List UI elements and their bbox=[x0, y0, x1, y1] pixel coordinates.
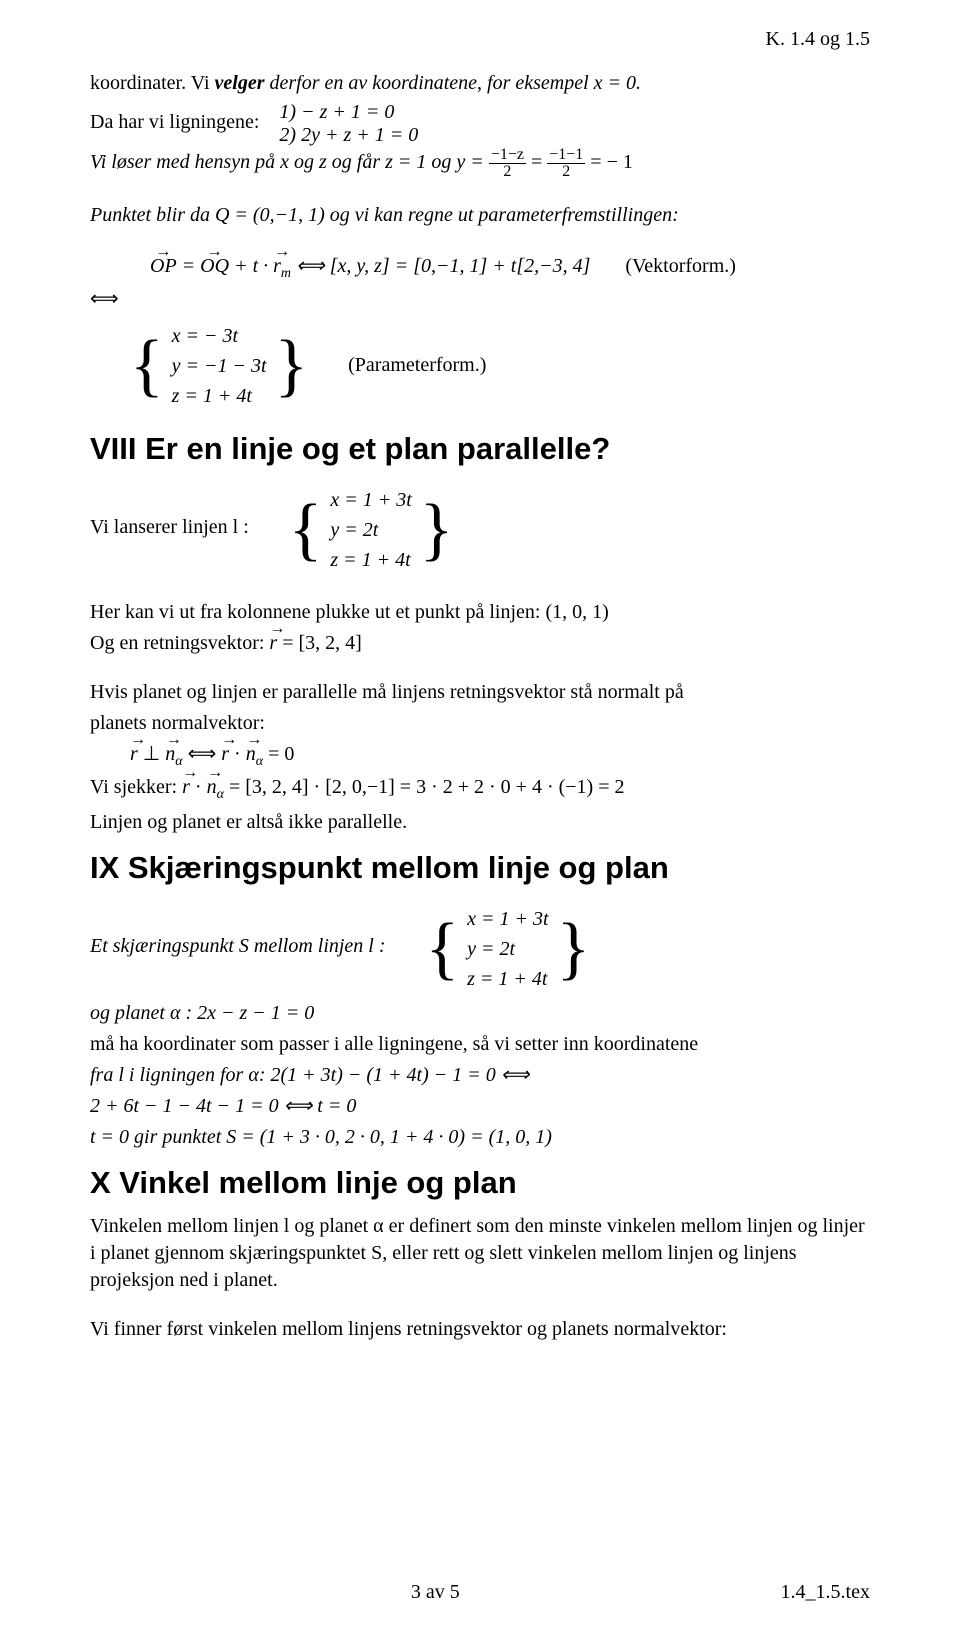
heading-viii: VIII Er en linje og et plan parallelle? bbox=[90, 431, 870, 467]
vec-r: r bbox=[182, 774, 190, 801]
sub-m: m bbox=[281, 266, 291, 281]
parameterform-label: (Parameterform.) bbox=[348, 354, 486, 377]
text: Vi løser med hensyn på x og z og får z =… bbox=[90, 151, 489, 173]
perp-symbol: ⊥ bbox=[143, 743, 165, 765]
vektorform-label: (Vektorform.) bbox=[625, 255, 736, 277]
frac-den: 2 bbox=[547, 164, 585, 180]
maa-3: 2 + 6t − 1 − 4t − 1 = 0 ⟺ t = 0 bbox=[90, 1093, 870, 1120]
vi-sjekker: Vi sjekker: r · nα = [3, 2, 4] · [2, 0,−… bbox=[90, 774, 870, 805]
header-chapter: K. 1.4 og 1.5 bbox=[766, 28, 870, 51]
eq-2: 2) 2y + z + 1 = 0 bbox=[279, 124, 418, 147]
frac-den: 2 bbox=[489, 164, 526, 180]
vec-n-alpha: nα bbox=[207, 774, 224, 805]
frac-num: −1−1 bbox=[547, 147, 585, 164]
frac-1: −1−z 2 bbox=[489, 147, 526, 180]
brace-right: } bbox=[420, 495, 454, 565]
text: = − 1 bbox=[590, 151, 633, 173]
maa-2: fra l i ligningen for α: 2(1 + 3t) − (1 … bbox=[90, 1062, 870, 1089]
vec-n-alpha: nα bbox=[165, 741, 182, 772]
vec-r: r bbox=[269, 630, 277, 657]
frac-num: −1−z bbox=[489, 147, 526, 164]
text: koordinater. Vi bbox=[90, 72, 215, 94]
her-kan-vi: Her kan vi ut fra kolonnene plukke ut et… bbox=[90, 599, 870, 626]
hvis-planet-2: planets normalvektor: bbox=[90, 710, 870, 737]
s-y: y = 2t bbox=[467, 934, 548, 964]
emph-velger: velger bbox=[215, 72, 265, 94]
vec-n-alpha: nα bbox=[246, 741, 263, 772]
vector-eq: ⟺ [x, y, z] = [0,−1, 1] + t[2,−3, 4] bbox=[296, 255, 590, 277]
skj-intro: Et skjæringspunkt S mellom linjen l : bbox=[90, 933, 386, 960]
brace-left: { bbox=[426, 914, 460, 984]
punktet-q: Punktet blir da Q = (0,−1, 1) og vi kan … bbox=[90, 202, 870, 229]
para-koordinater: koordinater. Vi velger derfor en av koor… bbox=[90, 70, 870, 97]
s-z: z = 1 + 4t bbox=[467, 964, 548, 994]
vec-rm: rm bbox=[273, 253, 291, 284]
vinkel-finner: Vi finner først vinkelen mellom linjens … bbox=[90, 1316, 870, 1343]
vector-form-line: OP = OQ + t · rm ⟺ [x, y, z] = [0,−1, 1]… bbox=[150, 253, 870, 284]
brace-right: } bbox=[275, 331, 309, 401]
linje-l-block: { x = 1 + 3t y = 2t z = 1 + 4t } bbox=[289, 485, 454, 575]
brace-left: { bbox=[130, 331, 164, 401]
vec-OP: OP bbox=[150, 253, 177, 280]
loser-line: Vi løser med hensyn på x og z og får z =… bbox=[90, 147, 870, 180]
vec-OQ: OQ bbox=[200, 253, 229, 280]
brace-right: } bbox=[557, 914, 591, 984]
eq-zero: = 0 bbox=[268, 743, 294, 765]
s-x: x = 1 + 3t bbox=[467, 904, 548, 934]
maa-4: t = 0 gir punktet S = (1 + 3 · 0, 2 · 0,… bbox=[90, 1124, 870, 1151]
text: = [3, 2, 4] · [2, 0,−1] = 3 · 2 + 2 · 0 … bbox=[229, 776, 625, 798]
page: K. 1.4 og 1.5 koordinater. Vi velger der… bbox=[0, 0, 960, 1634]
page-footer: 3 av 5 1.4_1.5.tex bbox=[90, 1581, 870, 1604]
param-y: y = −1 − 3t bbox=[172, 351, 267, 381]
ikke-parallelle: Linjen og planet er altså ikke parallell… bbox=[90, 809, 870, 836]
filename: 1.4_1.5.tex bbox=[781, 1581, 870, 1604]
iff-symbol: ⟺ bbox=[90, 286, 870, 313]
page-number: 3 av 5 bbox=[411, 1581, 460, 1604]
heading-ix: IX Skjæringspunkt mellom linje og plan bbox=[90, 850, 870, 886]
text: Vi lanserer linjen l : bbox=[90, 516, 249, 538]
vinkel-def: Vinkelen mellom linjen l og planet α er … bbox=[90, 1213, 870, 1294]
brace-left: { bbox=[289, 495, 323, 565]
heading-x: X Vinkel mellom linje og plan bbox=[90, 1165, 870, 1201]
hvis-planet-1: Hvis planet og linjen er parallelle må l… bbox=[90, 679, 870, 706]
frac-2: −1−1 2 bbox=[547, 147, 585, 180]
param-x: x = − 3t bbox=[172, 321, 267, 351]
da-har-vi: Da har vi ligningene: bbox=[90, 109, 259, 136]
l-y: y = 2t bbox=[330, 515, 411, 545]
perp-line: r ⊥ nα ⟺ r · nα = 0 bbox=[130, 741, 870, 772]
parameterform-block: { x = − 3t y = −1 − 3t z = 1 + 4t } bbox=[130, 321, 308, 411]
maa-1: må ha koordinater som passer i alle lign… bbox=[90, 1031, 870, 1058]
skj-lines-block: { x = 1 + 3t y = 2t z = 1 + 4t } bbox=[426, 904, 591, 994]
vi-lanserer: Vi lanserer linjen l : bbox=[90, 514, 249, 541]
l-z: z = 1 + 4t bbox=[330, 545, 411, 575]
text: Vi sjekker: bbox=[90, 776, 182, 798]
param-z: z = 1 + 4t bbox=[172, 381, 267, 411]
text: = [3, 2, 4] bbox=[277, 632, 362, 654]
text: Og en retningsvektor: bbox=[90, 632, 269, 654]
text: derfor en av koordinatene, for eksempel … bbox=[265, 72, 642, 94]
l-x: x = 1 + 3t bbox=[330, 485, 411, 515]
og-planet: og planet α : 2x − z − 1 = 0 bbox=[90, 1000, 870, 1027]
retningsvektor: Og en retningsvektor: r = [3, 2, 4] bbox=[90, 630, 870, 657]
vec-r: r bbox=[130, 741, 138, 768]
eq-1: 1) − z + 1 = 0 bbox=[279, 101, 418, 124]
